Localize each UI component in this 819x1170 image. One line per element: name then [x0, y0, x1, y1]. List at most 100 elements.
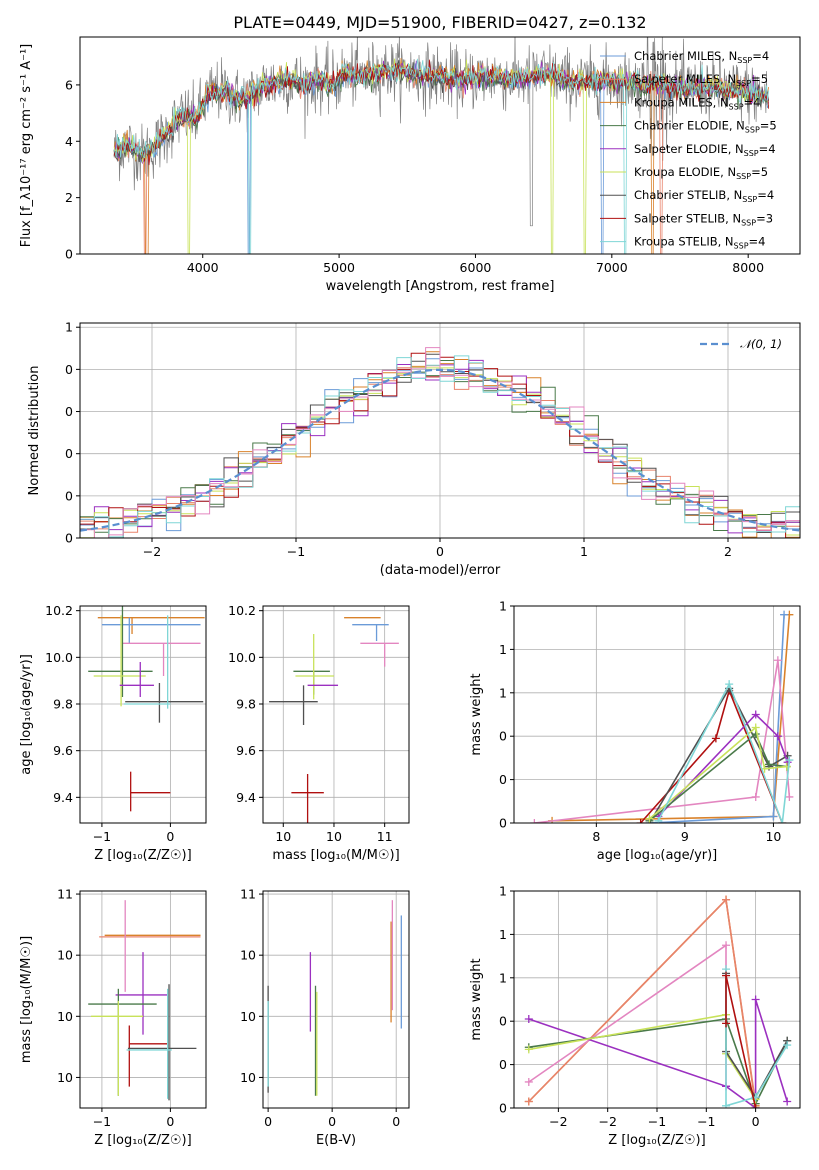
- legend-entry: Kroupa STELIB, NSSP=4: [634, 235, 765, 251]
- weight-marker: [783, 1097, 792, 1106]
- legend-entry: Salpeter STELIB, NSSP=3: [634, 211, 773, 227]
- y-tick-label: 0: [499, 729, 507, 744]
- y-tick-label: 9.6: [236, 743, 256, 758]
- weight-marker: [751, 710, 760, 719]
- x-tick-label: 7000: [596, 260, 628, 275]
- y-tick-label: 1: [499, 970, 507, 985]
- plot-area-age_vs_mass: [269, 617, 399, 823]
- normal-curve: [80, 368, 800, 532]
- y-tick-label: 10.2: [228, 603, 256, 618]
- y-tick-label: 0: [65, 362, 73, 377]
- y-axis-label: mass weight: [469, 673, 484, 755]
- panel-age_vs_mass: 10 10 11 9.4 9.6 9.8 10.0 10.2 mass [log₁₀(M/M☉)…: [228, 603, 410, 863]
- panel-weight_vs_Z: −2 −2 −1 −1 0 0 0 0 1 1 1 Z [log₁₀(Z/Z☉)] mass weigh…: [469, 884, 801, 1148]
- x-tick-label: 0: [166, 829, 174, 844]
- panel-spectrum: 4000 5000 6000 7000 8000 0 2 4 6 wavelength [Angs…: [19, 36, 801, 294]
- weight-marker: [636, 819, 645, 823]
- weight-marker: [773, 656, 782, 665]
- weight-marker: [524, 1015, 533, 1024]
- weight-marker: [778, 819, 787, 823]
- y-tick-label: 9.4: [236, 790, 256, 805]
- axes-frame: [79, 322, 801, 539]
- weight-line-chabrier_stelib: [725, 973, 788, 1099]
- x-axis-label: (data-model)/error: [380, 563, 501, 578]
- x-tick-label: 0: [436, 544, 444, 559]
- histogram-pink: [80, 347, 800, 538]
- y-axis-label: Normed distribution: [27, 366, 42, 496]
- weight-marker: [751, 1104, 760, 1108]
- weight-marker: [645, 814, 654, 823]
- x-tick-label: 11: [377, 829, 393, 844]
- y-tick-label: 1: [499, 642, 507, 657]
- weight-marker: [769, 812, 778, 821]
- y-tick-label: 10: [57, 1070, 73, 1085]
- weight-marker: [751, 792, 760, 801]
- y-tick-label: 10.0: [45, 650, 73, 665]
- weight-marker: [722, 1019, 731, 1028]
- x-axis-label: E(B-V): [316, 1133, 356, 1148]
- y-tick-label: 10: [57, 1009, 73, 1024]
- y-tick-label: 1: [499, 884, 507, 899]
- x-axis-label: mass [log₁₀(M/M☉)]: [272, 848, 399, 863]
- weight-line-salpeter_stelib: [725, 975, 757, 1108]
- y-tick-label: 10: [240, 1009, 256, 1024]
- weight-line-chabrier_elodie: [648, 732, 787, 822]
- y-tick-label: 0: [499, 1057, 507, 1072]
- plot-area-weight_vs_Z: [524, 895, 792, 1108]
- y-axis-label: Flux [f_λ10⁻¹⁷ erg cm⁻² s⁻¹ A⁻¹]: [19, 44, 34, 248]
- y-tick-label: 0: [499, 816, 507, 831]
- legend-entry: Salpeter ELODIE, NSSP=4: [634, 142, 776, 158]
- weight-marker: [780, 610, 789, 619]
- weight-marker: [530, 819, 539, 823]
- weight-line-kroupa_elodie: [648, 726, 787, 820]
- weight-marker: [524, 1077, 533, 1086]
- y-tick-label: 0: [65, 404, 73, 419]
- plot-area-residuals: [80, 347, 800, 538]
- y-tick-label: 10.0: [228, 650, 256, 665]
- y-tick-label: 0: [65, 488, 73, 503]
- spectrum-legend: Chabrier MILES, NSSP=4 Salpeter MILES, NS…: [600, 49, 777, 251]
- x-tick-label: 0: [392, 1114, 400, 1129]
- y-tick-label: 0: [65, 531, 73, 546]
- legend-entry: Chabrier MILES, NSSP=4: [634, 49, 769, 65]
- model-spectrum-kroupa_stelib: [113, 58, 769, 254]
- y-axis-label: mass [log₁₀(M/M☉)]: [19, 936, 34, 1063]
- legend-entry: Chabrier ELODIE, NSSP=5: [634, 119, 777, 135]
- grid-mass_vs_ebv: [263, 891, 409, 1108]
- y-tick-label: 0: [65, 247, 73, 262]
- weight-marker: [654, 816, 663, 823]
- weight-marker: [751, 723, 760, 732]
- y-tick-label: 0: [65, 446, 73, 461]
- axes-frame: [79, 890, 207, 1109]
- x-tick-label: 5000: [323, 260, 355, 275]
- weight-marker: [722, 941, 731, 950]
- y-axis-label: age [log₁₀(age/yr)]: [19, 654, 34, 775]
- weight-marker: [722, 895, 731, 904]
- y-tick-label: 11: [57, 887, 73, 902]
- x-tick-label: 10: [326, 829, 342, 844]
- y-tick-label: 1: [499, 599, 507, 614]
- y-tick-label: 0: [499, 1101, 507, 1116]
- weight-line-chabrier_stelib: [648, 686, 789, 823]
- x-tick-label: 1: [580, 544, 588, 559]
- y-tick-label: 9.4: [53, 790, 73, 805]
- legend-entry: Chabrier STELIB, NSSP=4: [634, 188, 774, 204]
- y-tick-label: 1: [65, 320, 73, 335]
- legend-entry: Kroupa ELODIE, NSSP=5: [634, 165, 768, 181]
- x-tick-label: 9: [681, 829, 689, 844]
- y-tick-label: 4: [65, 134, 73, 149]
- weight-marker: [751, 995, 760, 1004]
- grid-age_vs_mass: [263, 606, 409, 823]
- plot-area-mass_vs_ebv: [267, 900, 402, 1096]
- weight-marker: [725, 680, 734, 689]
- weight-line-kroupa_stelib: [657, 682, 791, 823]
- weight-marker: [773, 732, 782, 741]
- weight-marker: [524, 1097, 533, 1106]
- x-axis-label: wavelength [Angstrom, rest frame]: [326, 279, 555, 294]
- y-tick-label: 9.6: [53, 743, 73, 758]
- weight-marker: [722, 971, 731, 980]
- axes-frame: [262, 890, 410, 1109]
- weight-marker: [783, 1041, 792, 1050]
- grid-age_vs_Z: [80, 606, 206, 823]
